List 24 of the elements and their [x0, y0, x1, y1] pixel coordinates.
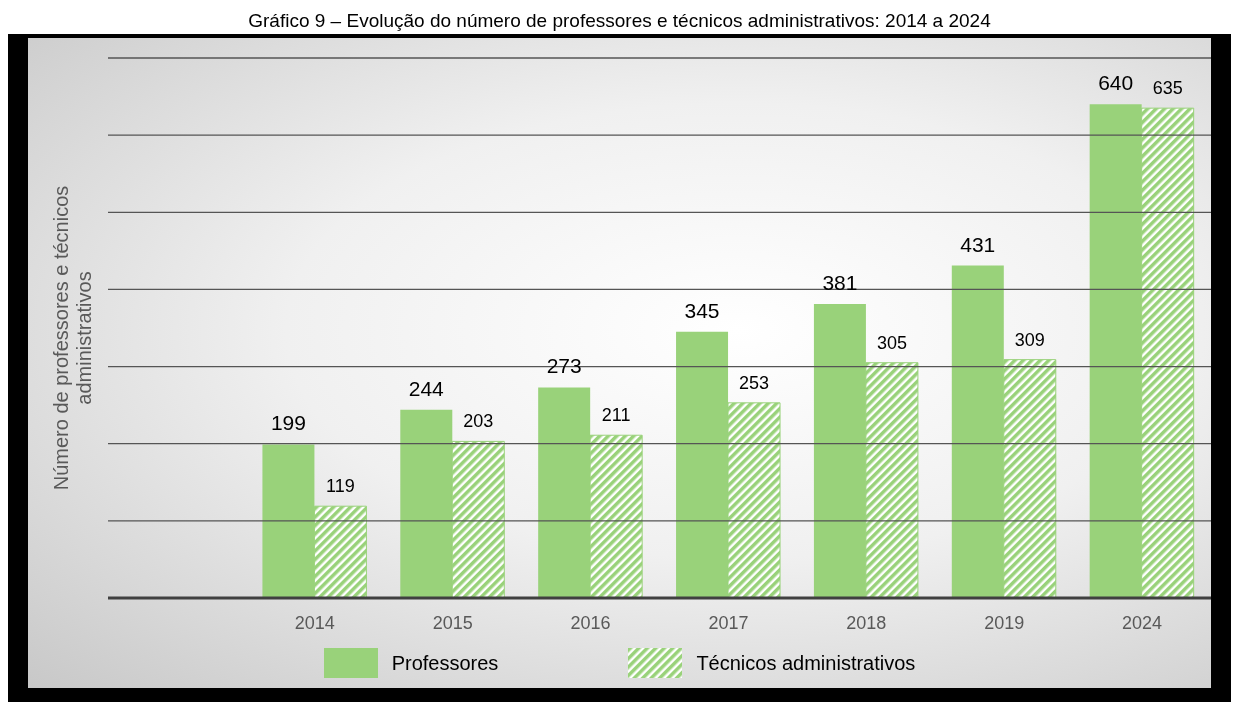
x-tick-label: 2015: [432, 612, 473, 633]
data-label: 199: [270, 411, 306, 435]
y-axis-title: Número de professores e técnicos administrativos: [50, 184, 96, 493]
data-label: 381: [822, 271, 858, 295]
data-label: 640: [1098, 71, 1134, 95]
data-label: 305: [876, 332, 907, 353]
data-label: 431: [960, 232, 996, 256]
legend-label: Professores: [391, 651, 499, 675]
data-label: 635: [1152, 78, 1183, 99]
x-tick-label: 2014: [294, 612, 335, 633]
data-label: 203: [463, 411, 494, 432]
data-label: 345: [684, 298, 720, 322]
data-label: 211: [601, 405, 631, 426]
data-label: 253: [739, 372, 770, 393]
chart-title: Gráfico 9 – Evolução do número de professores e técnicos administrativos: 2014 a 2024: [247, 9, 992, 33]
data-label: 119: [326, 476, 355, 497]
x-tick-label: 2016: [570, 612, 611, 633]
data-label: 309: [1014, 329, 1045, 350]
legend-label: Técnicos administrativos: [696, 651, 916, 675]
x-tick-label: 2018: [846, 612, 887, 633]
x-tick-label: 2019: [984, 612, 1025, 633]
x-tick-label: 2017: [708, 612, 749, 633]
x-tick-label: 2024: [1122, 612, 1163, 633]
data-label: 244: [408, 376, 445, 400]
